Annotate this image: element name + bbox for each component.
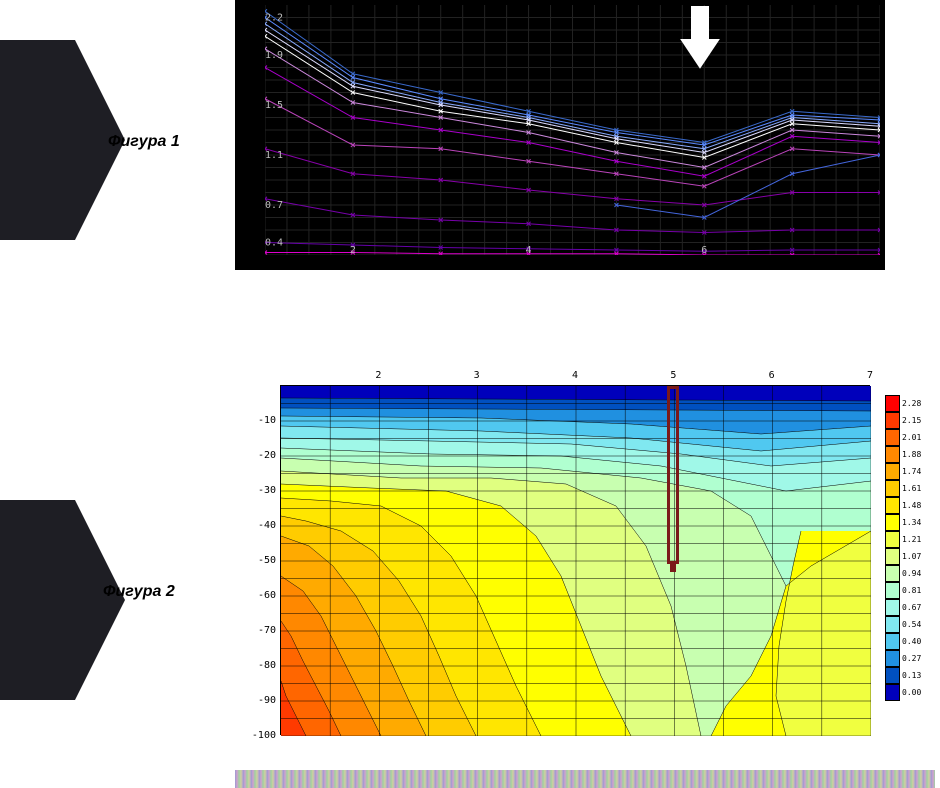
figure-1-plot: 0.4 0.7 1.1 1.5 1.9 2.2 2 4 6 [265, 5, 880, 255]
figure-1-label: Фигура 1 [108, 133, 180, 151]
svg-text:0.4: 0.4 [265, 238, 283, 249]
figure-2-plot-area [280, 385, 870, 735]
arrow-down-icon [680, 5, 720, 75]
svg-text:1.1: 1.1 [265, 150, 283, 161]
vertical-marker-tip [670, 564, 676, 572]
chevron-banner-2 [0, 500, 75, 700]
figure-1-chart: 0.4 0.7 1.1 1.5 1.9 2.2 2 4 6 [235, 0, 885, 270]
figure-2-label: Фигура 2 [103, 583, 175, 601]
svg-text:6: 6 [701, 245, 707, 255]
figure-2-chart: 234567 -10-20-30-40-50-60-70-80-90-100 2… [235, 370, 940, 750]
svg-text:2: 2 [350, 245, 356, 255]
svg-text:1.5: 1.5 [265, 100, 283, 111]
chevron-banner-1 [0, 40, 75, 240]
figure-2-contour-svg [281, 386, 871, 736]
vertical-marker [667, 386, 679, 564]
noise-strip [235, 770, 935, 788]
figure-2-x-axis: 234567 [280, 370, 870, 385]
svg-text:0.7: 0.7 [265, 200, 283, 211]
figure-2-colorbar: 2.282.152.011.881.741.611.481.341.211.07… [885, 395, 940, 701]
svg-text:1.9: 1.9 [265, 50, 283, 61]
svg-text:4: 4 [526, 245, 532, 255]
figure-2-y-axis: -10-20-30-40-50-60-70-80-90-100 [235, 385, 280, 735]
svg-text:2.2: 2.2 [265, 13, 283, 24]
